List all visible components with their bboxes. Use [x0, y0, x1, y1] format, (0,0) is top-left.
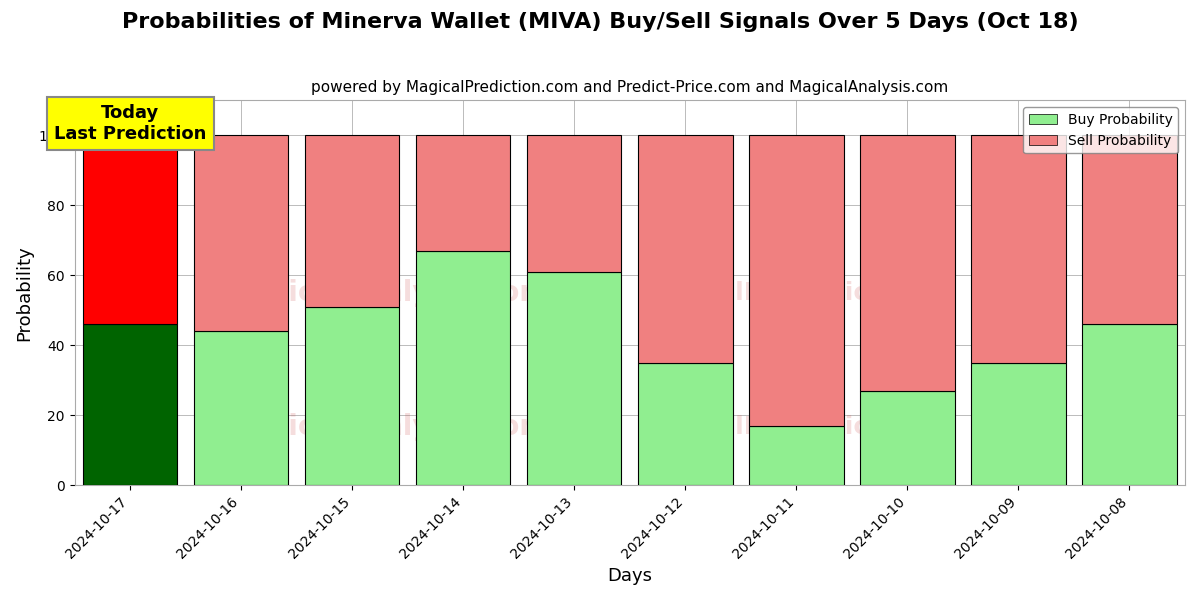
Text: MagicalPrediction.com: MagicalPrediction.com [636, 415, 958, 439]
Bar [527, 272, 622, 485]
Bar [305, 136, 400, 307]
Bar [305, 307, 400, 485]
Legend: Buy Probability, Sell Probability: Buy Probability, Sell Probability [1024, 107, 1178, 154]
Bar [194, 331, 288, 485]
Text: MagicalAnalysis.com: MagicalAnalysis.com [222, 279, 548, 307]
Bar [971, 136, 1066, 363]
Text: Probabilities of Minerva Wallet (MIVA) Buy/Sell Signals Over 5 Days (Oct 18): Probabilities of Minerva Wallet (MIVA) B… [121, 12, 1079, 32]
Bar [749, 136, 844, 425]
Bar [83, 136, 178, 324]
Bar [416, 136, 510, 251]
Bar [749, 425, 844, 485]
X-axis label: Days: Days [607, 567, 653, 585]
Bar [860, 391, 955, 485]
Bar [1082, 324, 1177, 485]
Bar [860, 136, 955, 391]
Text: Today
Last Prediction: Today Last Prediction [54, 104, 206, 143]
Bar [194, 136, 288, 331]
Bar [971, 363, 1066, 485]
Title: powered by MagicalPrediction.com and Predict-Price.com and MagicalAnalysis.com: powered by MagicalPrediction.com and Pre… [311, 80, 948, 95]
Y-axis label: Probability: Probability [16, 245, 34, 341]
Bar [1082, 136, 1177, 324]
Bar [83, 324, 178, 485]
Bar [638, 363, 732, 485]
Bar [527, 136, 622, 272]
Bar [638, 136, 732, 363]
Text: MagicalPrediction.com: MagicalPrediction.com [636, 281, 958, 305]
Bar [416, 251, 510, 485]
Text: MagicalAnalysis.com: MagicalAnalysis.com [222, 413, 548, 442]
